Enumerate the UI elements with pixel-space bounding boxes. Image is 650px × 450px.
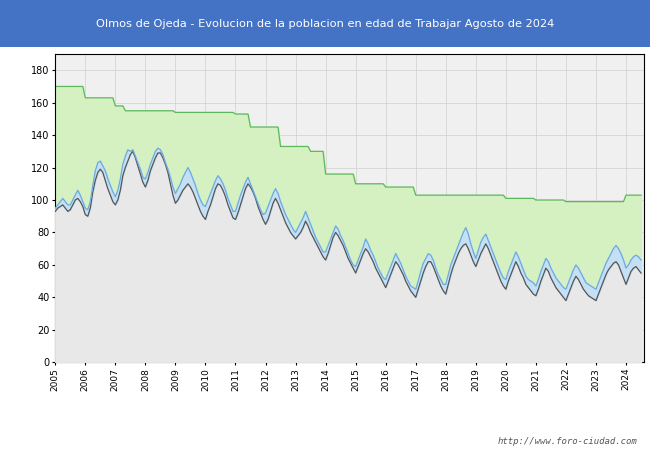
Text: http://www.foro-ciudad.com: http://www.foro-ciudad.com: [497, 436, 637, 446]
Text: Olmos de Ojeda - Evolucion de la poblacion en edad de Trabajar Agosto de 2024: Olmos de Ojeda - Evolucion de la poblaci…: [96, 18, 554, 29]
